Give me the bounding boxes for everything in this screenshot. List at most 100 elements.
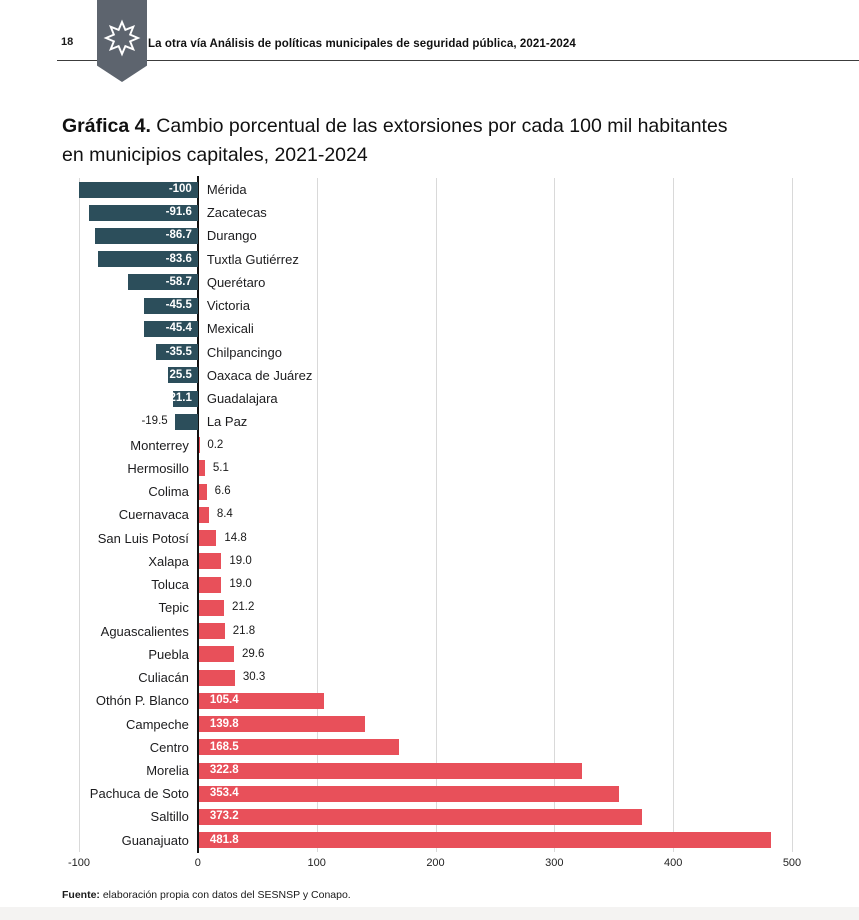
bar-value-label: 139.8 — [209, 717, 239, 730]
city-label: Guadalajara — [206, 391, 278, 407]
city-label: Centro — [149, 739, 189, 755]
city-label: Querétaro — [206, 274, 266, 290]
city-label: Mexicali — [206, 321, 254, 337]
bar-row: Monterrey 0.2 — [0, 434, 859, 457]
bar — [174, 413, 198, 430]
bar — [143, 320, 198, 337]
bar-row: Querétaro -58.7 — [0, 271, 859, 294]
bar — [198, 460, 205, 477]
city-label: Tuxtla Gutiérrez — [206, 251, 299, 267]
bar — [198, 553, 222, 570]
x-tick-label: 300 — [545, 857, 564, 869]
bar-value-label: -35.5 — [165, 345, 192, 358]
bar — [128, 274, 198, 291]
city-label: Durango — [206, 228, 257, 244]
x-tick-label: -100 — [67, 857, 91, 869]
x-tick-label: 400 — [663, 857, 683, 869]
city-label: Zacatecas — [206, 205, 267, 221]
bar-value-label: 8.4 — [216, 508, 233, 521]
bar — [98, 251, 198, 268]
bar-row: Chilpancingo -35.5 — [0, 341, 859, 364]
bar-row: Morelia 322.8 — [0, 759, 859, 782]
bar-row: Campeche 139.8 — [0, 713, 859, 736]
gridline — [316, 178, 318, 852]
x-tick-label: 0 — [194, 857, 201, 869]
bar — [198, 739, 400, 756]
bar-value-label: 21.8 — [232, 624, 256, 637]
bar — [198, 437, 200, 454]
bar-value-label: 5.1 — [212, 461, 229, 474]
city-label: Colima — [148, 484, 189, 500]
source-text: elaboración propia con datos del SESNSP … — [99, 889, 351, 901]
bar — [79, 181, 198, 198]
source-label: Fuente: — [62, 889, 100, 901]
bar — [198, 599, 225, 616]
gridline — [435, 178, 437, 852]
city-label: Chilpancingo — [206, 344, 282, 360]
bar-value-label: -86.7 — [165, 229, 192, 242]
bar-value-label: 19.0 — [229, 578, 252, 591]
city-label: Guanajuato — [121, 832, 189, 848]
bar-row: Guanajuato 481.8 — [0, 829, 859, 852]
city-label: Tepic — [158, 600, 189, 616]
source-note: Fuente: elaboración propia con datos del… — [62, 889, 351, 901]
bar — [198, 576, 222, 593]
bar-value-label: 0.2 — [207, 438, 224, 451]
bar — [198, 646, 234, 663]
bar — [198, 506, 209, 523]
city-label: Cuernavaca — [118, 507, 189, 523]
bar-value-label: 14.8 — [224, 531, 247, 544]
bar-row: Saltillo 373.2 — [0, 805, 859, 828]
bar — [94, 227, 198, 244]
bar — [167, 367, 198, 384]
bar-value-label: -100 — [168, 183, 192, 195]
bar-row: Victoria -45.5 — [0, 294, 859, 317]
chart-title-text: Cambio porcentual de las extorsiones por… — [150, 115, 728, 137]
city-label: Pachuca de Soto — [89, 786, 189, 802]
bar-row: Durango -86.7 — [0, 224, 859, 247]
bar-row: Colima 6.6 — [0, 480, 859, 503]
city-label: Othón P. Blanco — [95, 693, 189, 709]
bar — [198, 483, 207, 500]
bar-row: Centro 168.5 — [0, 736, 859, 759]
bar-row: Guadalajara 21.1 — [0, 387, 859, 410]
bar — [198, 530, 217, 547]
city-label: Toluca — [151, 577, 189, 593]
bar — [143, 297, 198, 314]
zero-axis-line — [196, 176, 199, 853]
bar-value-label: 21.1 — [169, 392, 192, 405]
city-label: Mérida — [206, 182, 247, 197]
city-label: Saltillo — [150, 809, 189, 825]
city-label: Xalapa — [148, 553, 189, 569]
bar-value-label: -91.6 — [165, 206, 192, 219]
city-label: Morelia — [146, 763, 189, 778]
bar — [198, 669, 235, 686]
bar-value-label: 322.8 — [209, 764, 239, 776]
chart-title: Gráfica 4. Cambio porcentual de las exto… — [62, 112, 832, 170]
bar — [198, 716, 365, 733]
bar-row: Othón P. Blanco 105.4 — [0, 689, 859, 712]
bar-value-label: 105.4 — [209, 694, 239, 707]
page-number: 18 — [61, 36, 74, 48]
bar-row: Culiacán 30.3 — [0, 666, 859, 689]
page-bottom-edge — [0, 907, 859, 920]
city-label: La Paz — [206, 414, 248, 430]
city-label: Puebla — [148, 646, 189, 662]
bar-row: Aguascalientes 21.8 — [0, 620, 859, 643]
bar-row: Oaxaca de Juárez 25.5 — [0, 364, 859, 387]
bar — [155, 344, 198, 361]
city-label: Campeche — [125, 716, 189, 732]
bar-value-label: 481.8 — [209, 833, 239, 846]
city-label: Culiacán — [138, 670, 189, 686]
bar-row: Hermosillo 5.1 — [0, 457, 859, 480]
bar — [198, 692, 325, 709]
bar-row: La Paz -19.5 — [0, 410, 859, 433]
bar-value-label: 25.5 — [169, 368, 192, 381]
bar-value-label: -45.5 — [165, 299, 192, 312]
bar-value-label: -45.4 — [165, 322, 192, 335]
bar — [172, 390, 198, 407]
city-label: Victoria — [206, 298, 250, 314]
city-label: San Luis Potosí — [97, 530, 189, 546]
bar-value-label: 21.2 — [232, 601, 255, 614]
